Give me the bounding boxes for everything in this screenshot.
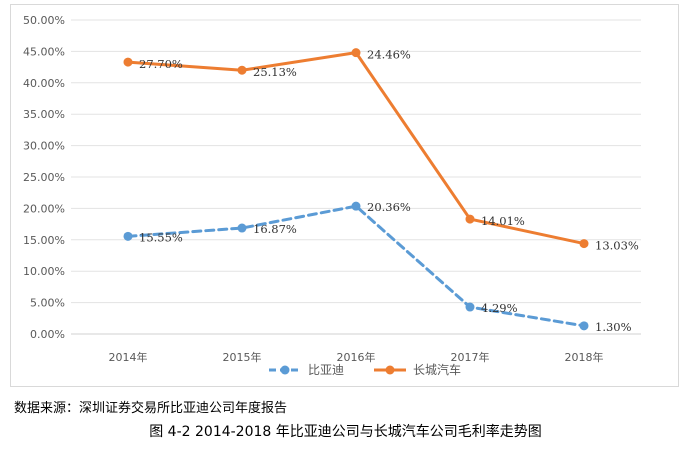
legend-marker — [385, 365, 395, 375]
y-tick-label: 0.00% — [30, 328, 65, 341]
y-tick-label: 10.00% — [23, 265, 65, 278]
data-label: 25.13% — [253, 65, 297, 79]
data-point — [237, 223, 247, 233]
source-note: 数据来源：深圳证券交易所比亚迪公司年度报告 — [14, 401, 288, 416]
y-tick-label: 35.00% — [23, 108, 65, 121]
data-label: 13.03% — [595, 239, 639, 253]
legend-marker — [280, 365, 290, 375]
legend-label: 长城汽车 — [413, 362, 461, 377]
data-label: 14.01% — [481, 214, 525, 228]
y-tick-label: 20.00% — [23, 202, 65, 215]
data-point — [465, 214, 475, 224]
data-label: 27.70% — [139, 57, 183, 71]
data-label: 1.30% — [595, 320, 632, 334]
data-label: 15.55% — [139, 230, 183, 244]
y-tick-label: 25.00% — [23, 171, 65, 184]
data-label: 16.87% — [253, 222, 297, 236]
x-tick-label: 2015年 — [223, 350, 262, 364]
data-point — [465, 302, 475, 312]
data-point — [237, 65, 247, 75]
legend-label: 比亚迪 — [308, 363, 344, 377]
data-label: 24.46% — [367, 48, 411, 62]
data-point — [579, 239, 589, 249]
x-tick-label: 2017年 — [451, 350, 490, 364]
x-tick-label: 2018年 — [565, 350, 604, 364]
data-label: 4.29% — [481, 301, 518, 315]
data-point — [123, 57, 133, 67]
data-point — [123, 231, 133, 241]
x-tick-label: 2016年 — [337, 350, 376, 364]
y-tick-label: 30.00% — [23, 140, 65, 153]
data-point — [579, 321, 589, 331]
x-tick-label: 2014年 — [109, 350, 148, 364]
chart-frame: 0.00% 5.00% 10.00% 15.00% 20.00% 25.00% 30.00%… — [10, 4, 679, 387]
y-tick-label: 50.00% — [23, 14, 65, 27]
line-chart: 0.00% 5.00% 10.00% 15.00% 20.00% 25.00% 30.00%… — [23, 14, 641, 377]
figure-caption: 图 4-2 2014-2018 年比亚迪公司与长城汽车公司毛利率走势图 — [149, 424, 542, 440]
data-label: 20.36% — [367, 200, 411, 214]
y-tick-label: 45.00% — [23, 45, 65, 58]
y-tick-label: 40.00% — [23, 77, 65, 90]
y-tick-label: 15.00% — [23, 234, 65, 247]
data-point — [351, 201, 361, 211]
data-point — [351, 48, 361, 58]
y-tick-label: 5.00% — [30, 297, 65, 310]
